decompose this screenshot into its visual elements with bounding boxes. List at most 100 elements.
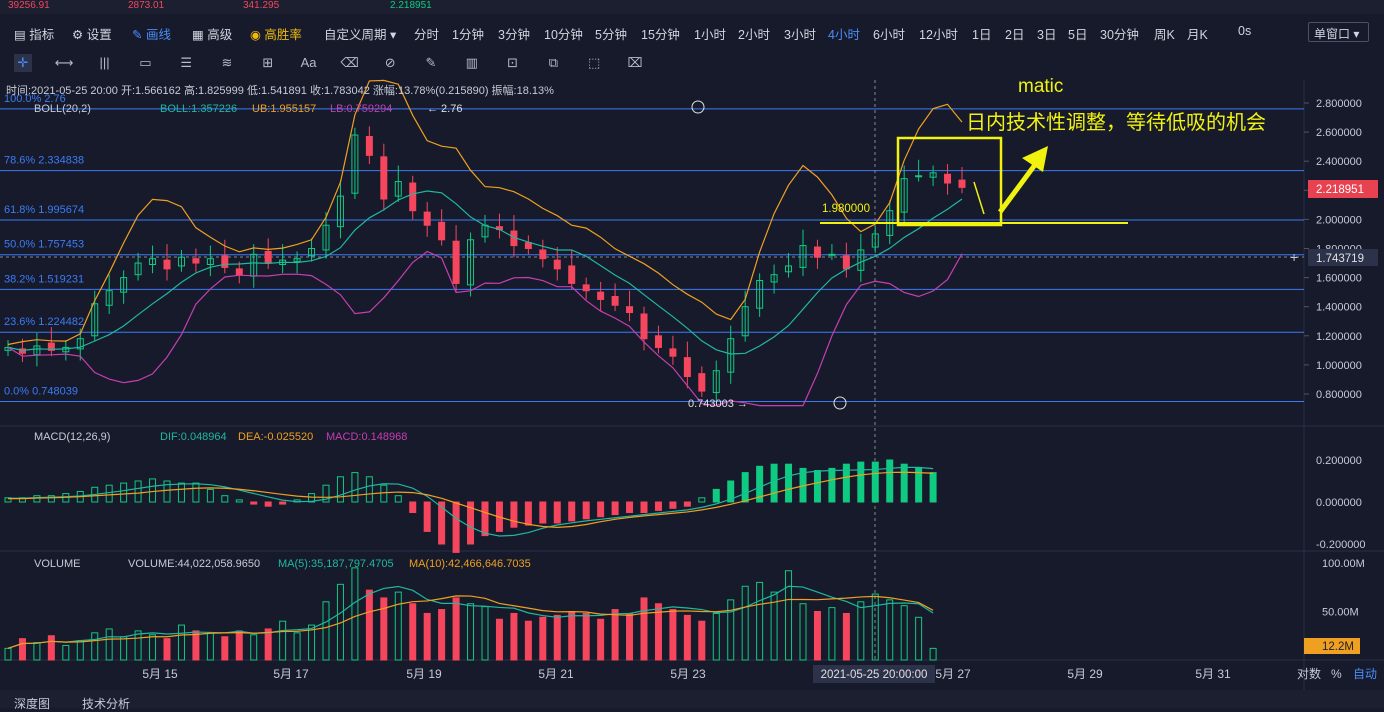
toolbar-item-17[interactable]: 12小时: [919, 24, 958, 43]
toolbar-item-24[interactable]: 月K: [1187, 24, 1208, 43]
candle: [365, 135, 373, 156]
toolbar-item-1[interactable]: ⚙ 设置: [72, 24, 112, 43]
toolbar-item-21[interactable]: 5日: [1068, 24, 1087, 43]
magnet-icon[interactable]: ⊘: [384, 55, 396, 70]
toolbar-item-18[interactable]: 1日: [972, 24, 991, 43]
toolbar-item-0[interactable]: ▤ 指标: [14, 24, 54, 43]
toolbar-item-label: 5日: [1068, 28, 1088, 42]
volume-bar: [134, 630, 142, 661]
candle: [76, 338, 84, 350]
toolbar-item-11[interactable]: 15分钟: [641, 24, 680, 43]
volume-bar: [250, 634, 258, 661]
ticker-matic: 2.218951: [390, 0, 432, 11]
macd-bar: [553, 501, 561, 524]
macd-dea: DEA:-0.025520: [238, 431, 313, 443]
candle: [163, 259, 171, 270]
eraser-icon[interactable]: ⌫: [340, 55, 359, 70]
crosshair-icon[interactable]: ✛: [14, 54, 32, 72]
window-mode-button[interactable]: 单窗口 ▾: [1308, 22, 1369, 42]
toolbar-item-9[interactable]: 10分钟: [544, 24, 583, 43]
toolbar-item-16[interactable]: 6小时: [873, 24, 905, 43]
macd-bar: [322, 484, 330, 503]
volume-bar: [828, 607, 836, 661]
wave-icon[interactable]: ≋: [221, 55, 233, 70]
toolbar-item-15[interactable]: 4小时: [828, 24, 860, 43]
text-icon[interactable]: Aa: [300, 55, 317, 70]
ruler-icon[interactable]: ✎: [425, 55, 437, 70]
toolbar-item-22[interactable]: 30分钟: [1100, 24, 1139, 43]
volume-bar: [264, 628, 272, 661]
macd-bar: [871, 461, 879, 503]
toolbar-item-4[interactable]: ◉ 高胜率: [250, 24, 302, 43]
toolbar-item-label: 0s: [1238, 24, 1252, 38]
macd-tick-label: 0.000000: [1316, 497, 1362, 509]
toolbar-item-3[interactable]: ▦ 高级: [192, 24, 232, 43]
candle: [597, 291, 605, 300]
toolbar-item-label: 高级: [207, 28, 233, 42]
current-price-badge: [1308, 180, 1378, 198]
macd-bar: [105, 484, 113, 503]
toolbar-item-20[interactable]: 3日: [1037, 24, 1056, 43]
channel-icon[interactable]: |||: [99, 55, 110, 70]
toolbar-item-7[interactable]: 1分钟: [452, 24, 484, 43]
volume-bar: [438, 609, 446, 661]
candle: [857, 249, 865, 271]
lock-icon[interactable]: ⊡: [507, 55, 519, 70]
volume-bar: [33, 642, 41, 661]
macd-bar: [177, 482, 185, 503]
trash-icon[interactable]: ⌧: [627, 55, 643, 70]
toolbar-item-13[interactable]: 2小时: [738, 24, 770, 43]
toolbar-item-10[interactable]: 5分钟: [595, 24, 627, 43]
candle: [944, 173, 952, 184]
rect-icon[interactable]: ▭: [139, 55, 152, 70]
toolbar-item-8[interactable]: 3分钟: [498, 24, 530, 43]
ticker-3: 341.295: [243, 0, 280, 11]
toolbar-item-25[interactable]: 0s: [1238, 24, 1251, 38]
fib-label: 38.2% 1.519231: [4, 273, 84, 285]
volume-bar: [654, 603, 662, 661]
high-marker: ← 2.76: [427, 103, 462, 115]
volume-bar: [365, 589, 373, 661]
macd-bar: [279, 501, 287, 505]
toolbar-item-label: 设置: [86, 28, 112, 42]
price-tick-label: 2.000000: [1316, 214, 1362, 226]
toolbar-item-14[interactable]: 3小时: [784, 24, 816, 43]
macd-bar: [842, 463, 850, 503]
toolbar-item-12[interactable]: 1小时: [694, 24, 726, 43]
macd-bar: [582, 501, 590, 520]
toolbar-item-6[interactable]: 分时: [414, 24, 439, 43]
barchart-icon[interactable]: ▥: [465, 55, 478, 70]
volume-bar: [394, 591, 402, 661]
toolbar-item-23[interactable]: 周K: [1154, 24, 1175, 43]
volume-bar: [495, 618, 503, 661]
date-tick-label: 5月 29: [1067, 667, 1103, 681]
candle: [409, 182, 417, 212]
volume-bar: [510, 612, 518, 661]
toolbar-item-label: 6小时: [873, 28, 905, 42]
candle: [799, 245, 807, 268]
hide-icon[interactable]: ⬚: [588, 55, 601, 70]
fib-icon[interactable]: ☰: [180, 55, 193, 70]
boll-value: BOLL:1.357226: [160, 103, 237, 115]
tab-depth[interactable]: 深度图: [14, 697, 51, 711]
fib-label: 50.0% 1.757453: [4, 239, 84, 251]
measure-icon[interactable]: ⊞: [262, 55, 274, 70]
candle: [698, 373, 706, 392]
pen-icon: ✎: [132, 28, 146, 42]
date-tick-label: 5月 21: [538, 667, 574, 681]
toolbar-item-2[interactable]: ✎ 画线: [132, 24, 171, 43]
candle: [915, 175, 923, 178]
volume-bar: [857, 601, 865, 661]
candle: [264, 250, 272, 264]
candle: [524, 242, 532, 249]
toolbar-item-19[interactable]: 2日: [1005, 24, 1024, 43]
copy-icon[interactable]: ⧉: [548, 55, 559, 70]
hline-icon[interactable]: ⟷: [54, 55, 74, 70]
fib-label: 0.0% 0.748039: [4, 386, 78, 398]
volume-bar: [770, 591, 778, 661]
tab-technical[interactable]: 技术分析: [82, 697, 131, 711]
macd-bar: [857, 461, 865, 503]
candle: [842, 255, 850, 270]
toolbar-item-5[interactable]: 自定义周期 ▾: [324, 24, 396, 43]
